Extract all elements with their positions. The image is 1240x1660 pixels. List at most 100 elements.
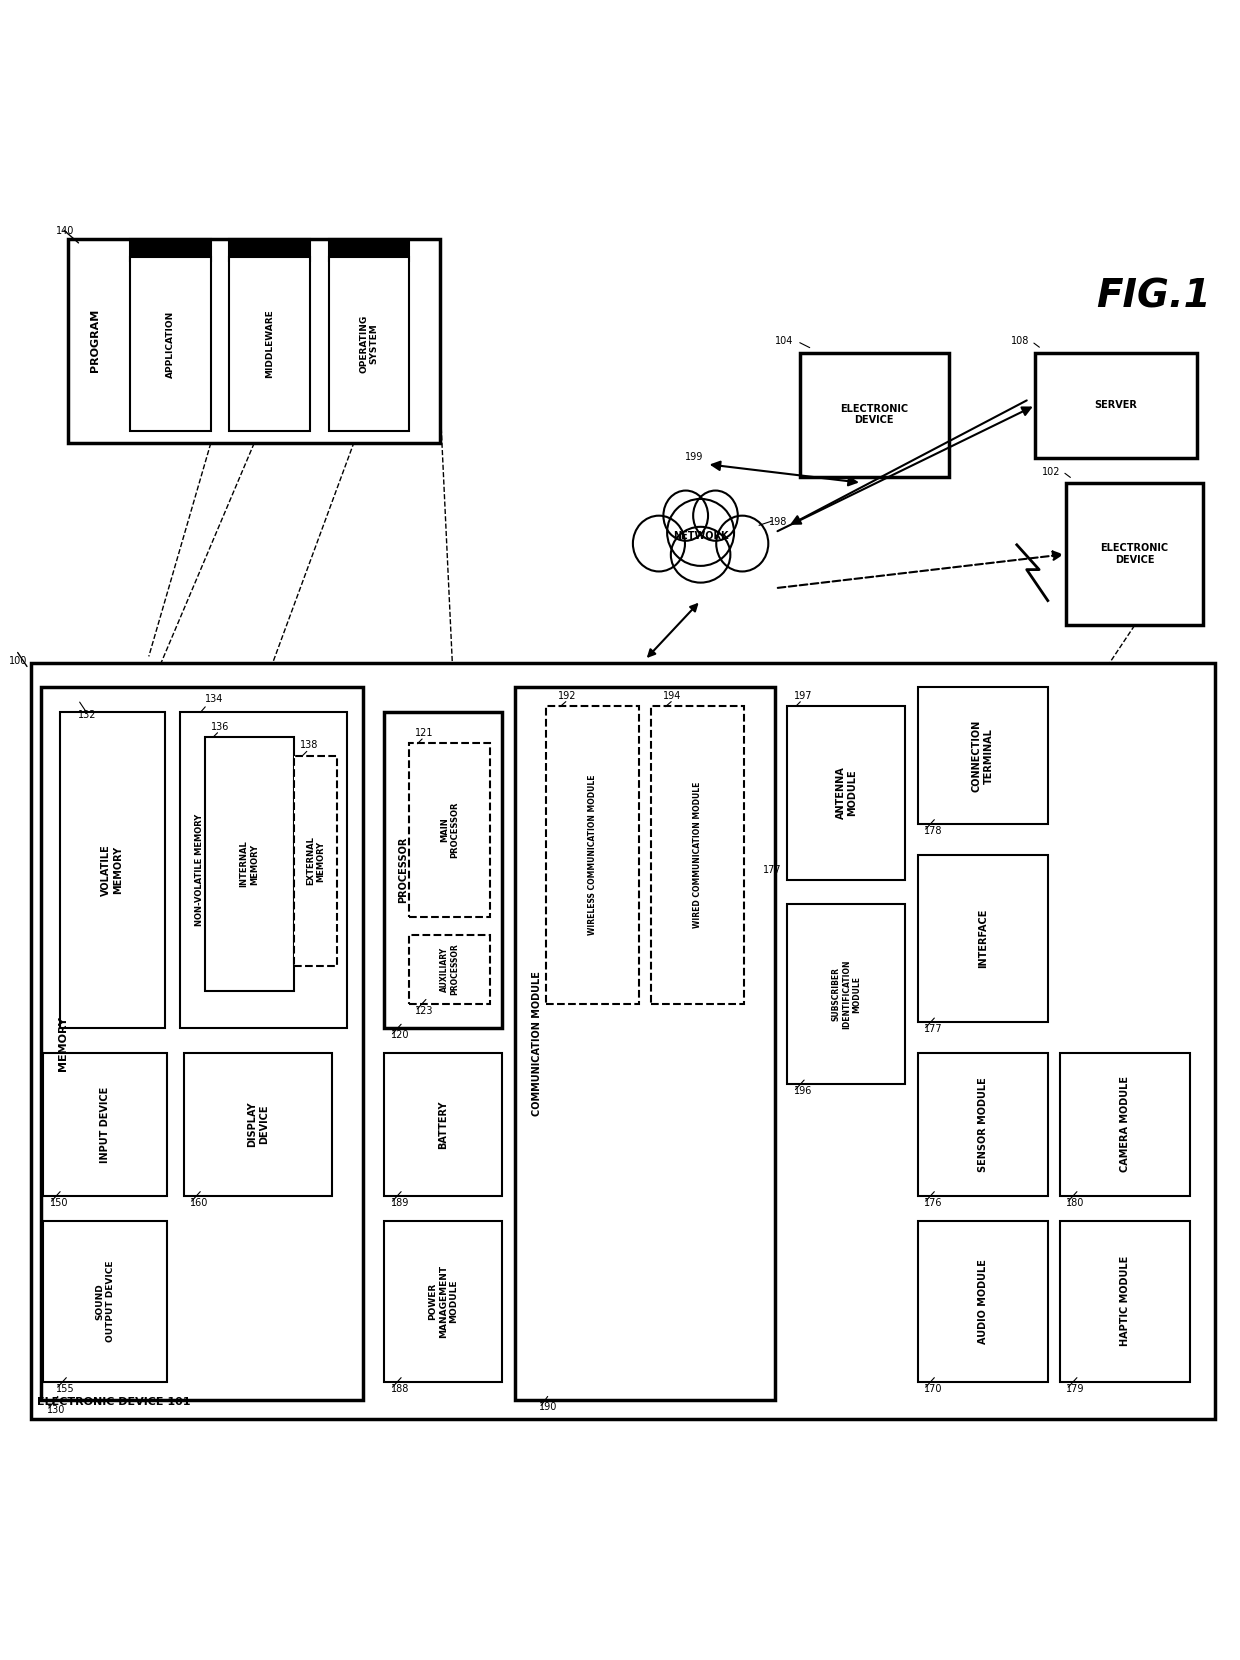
- Text: WIRED COMMUNICATION MODULE: WIRED COMMUNICATION MODULE: [693, 782, 702, 928]
- Text: 170: 170: [924, 1384, 942, 1394]
- Text: MAIN
PROCESSOR: MAIN PROCESSOR: [440, 802, 459, 858]
- Ellipse shape: [693, 491, 738, 541]
- Text: AUDIO MODULE: AUDIO MODULE: [977, 1258, 988, 1343]
- Text: NETWORK: NETWORK: [673, 531, 728, 541]
- Text: ELECTRONIC
DEVICE: ELECTRONIC DEVICE: [1101, 543, 1168, 564]
- Bar: [180, 712, 347, 1029]
- Text: 100: 100: [9, 656, 27, 666]
- Text: 108: 108: [1011, 337, 1029, 347]
- Text: VOLATILE
MEMORY: VOLATILE MEMORY: [102, 845, 123, 896]
- Bar: [1060, 1220, 1190, 1381]
- Text: ELECTRONIC
DEVICE: ELECTRONIC DEVICE: [841, 403, 908, 425]
- Text: WIRELESS COMMUNICATION MODULE: WIRELESS COMMUNICATION MODULE: [588, 775, 596, 935]
- Text: 197: 197: [794, 691, 812, 701]
- Bar: [130, 239, 211, 261]
- Bar: [68, 239, 440, 443]
- Bar: [787, 706, 905, 880]
- Text: AUXILIARY
PROCESSOR: AUXILIARY PROCESSOR: [440, 943, 459, 996]
- Text: 177: 177: [924, 1024, 942, 1034]
- Text: 102: 102: [1042, 466, 1060, 476]
- Text: 176: 176: [924, 1199, 942, 1208]
- Bar: [918, 1220, 1048, 1381]
- Text: 104: 104: [775, 337, 794, 347]
- Text: 150: 150: [50, 1199, 68, 1208]
- Text: 121: 121: [415, 727, 434, 737]
- Text: 138: 138: [300, 740, 319, 750]
- Text: ELECTRONIC DEVICE 101: ELECTRONIC DEVICE 101: [37, 1396, 191, 1406]
- Text: 180: 180: [1066, 1199, 1085, 1208]
- Text: HAPTIC MODULE: HAPTIC MODULE: [1120, 1257, 1131, 1346]
- Bar: [329, 239, 409, 261]
- Text: INPUT DEVICE: INPUT DEVICE: [100, 1086, 110, 1162]
- Text: 178: 178: [924, 825, 942, 835]
- Bar: [130, 257, 211, 430]
- Bar: [229, 257, 310, 430]
- Text: SOUND
OUTPUT DEVICE: SOUND OUTPUT DEVICE: [95, 1260, 115, 1341]
- Text: 198: 198: [769, 518, 787, 528]
- Bar: [800, 352, 949, 476]
- Text: OPERATING
SYSTEM: OPERATING SYSTEM: [360, 315, 378, 374]
- Text: 190: 190: [539, 1403, 558, 1413]
- Text: PROCESSOR: PROCESSOR: [398, 837, 408, 903]
- Bar: [1035, 352, 1197, 458]
- Ellipse shape: [632, 516, 684, 571]
- Text: 189: 189: [391, 1199, 409, 1208]
- Text: 188: 188: [391, 1384, 409, 1394]
- Text: 134: 134: [205, 694, 223, 704]
- Ellipse shape: [671, 526, 730, 583]
- Text: PROGRAM: PROGRAM: [91, 309, 100, 372]
- Text: 194: 194: [663, 691, 682, 701]
- Text: 179: 179: [1066, 1384, 1085, 1394]
- Text: CAMERA MODULE: CAMERA MODULE: [1120, 1076, 1131, 1172]
- Text: EXTERNAL
MEMORY: EXTERNAL MEMORY: [306, 837, 325, 885]
- Bar: [31, 662, 1215, 1419]
- Text: 146: 146: [184, 264, 201, 274]
- Text: 123: 123: [415, 1006, 434, 1016]
- Bar: [918, 855, 1048, 1023]
- Text: SERVER: SERVER: [1095, 400, 1137, 410]
- Bar: [229, 239, 310, 261]
- Bar: [205, 737, 294, 991]
- Text: 132: 132: [78, 710, 97, 720]
- Text: DISPLAY
DEVICE: DISPLAY DEVICE: [247, 1102, 269, 1147]
- Text: MIDDLEWARE: MIDDLEWARE: [265, 309, 274, 378]
- Bar: [43, 1052, 167, 1195]
- Bar: [60, 712, 165, 1029]
- Bar: [384, 1220, 502, 1381]
- Text: COMMUNICATION MODULE: COMMUNICATION MODULE: [532, 971, 542, 1116]
- Text: MEMORY: MEMORY: [58, 1016, 68, 1071]
- Bar: [787, 905, 905, 1084]
- Text: ANTENNA
MODULE: ANTENNA MODULE: [836, 767, 857, 818]
- Ellipse shape: [667, 500, 734, 566]
- Bar: [1066, 483, 1203, 626]
- Bar: [41, 687, 363, 1401]
- Bar: [651, 706, 744, 1004]
- Text: 160: 160: [190, 1199, 208, 1208]
- Text: 155: 155: [56, 1384, 74, 1394]
- Text: POWER
MANAGEMENT
MODULE: POWER MANAGEMENT MODULE: [428, 1265, 459, 1338]
- Text: NON-VOLATILE MEMORY: NON-VOLATILE MEMORY: [195, 813, 205, 926]
- Text: BATTERY: BATTERY: [438, 1101, 449, 1149]
- Text: CONNECTION
TERMINAL: CONNECTION TERMINAL: [972, 719, 993, 792]
- Ellipse shape: [717, 516, 769, 571]
- Text: FIG.1: FIG.1: [1096, 277, 1210, 315]
- Text: 136: 136: [211, 722, 229, 732]
- Bar: [384, 712, 502, 1029]
- Bar: [184, 1052, 332, 1195]
- Bar: [329, 257, 409, 430]
- Bar: [43, 1220, 167, 1381]
- Text: SENSOR MODULE: SENSOR MODULE: [977, 1077, 988, 1172]
- Bar: [515, 687, 775, 1401]
- Text: INTERFACE: INTERFACE: [977, 908, 988, 968]
- Text: SUBSCRIBER
IDENTIFICATION
MODULE: SUBSCRIBER IDENTIFICATION MODULE: [831, 959, 862, 1029]
- Text: 192: 192: [558, 691, 577, 701]
- Text: 130: 130: [47, 1404, 66, 1414]
- Bar: [294, 755, 337, 966]
- Bar: [409, 744, 490, 916]
- Bar: [409, 935, 490, 1004]
- Text: INTERNAL
MEMORY: INTERNAL MEMORY: [239, 840, 259, 888]
- Text: 199: 199: [686, 452, 703, 461]
- Bar: [1060, 1052, 1190, 1195]
- Text: APPLICATION: APPLICATION: [166, 310, 175, 377]
- Bar: [918, 687, 1048, 823]
